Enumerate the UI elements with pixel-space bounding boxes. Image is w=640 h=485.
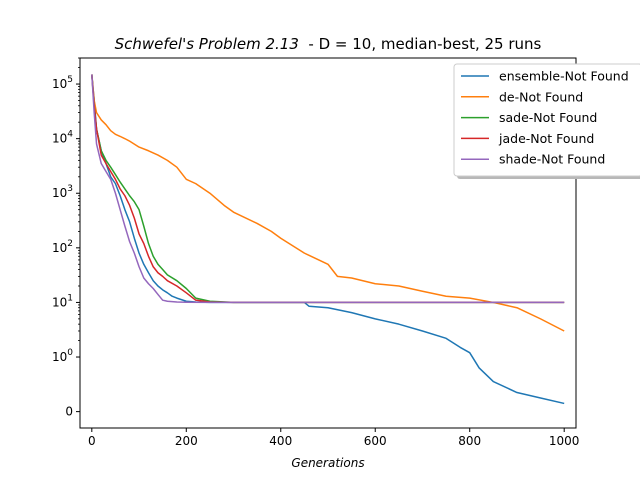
x-axis: 0 200 400 600 800 1000 — [88, 428, 579, 448]
chart-title: Schwefel's Problem 2.13 - D = 10, median… — [115, 35, 542, 53]
legend: ensemble-Not Found de-Not Found sade-Not F… — [453, 63, 640, 179]
legend-label-2: sade-Not Found — [499, 110, 597, 125]
axes-frame — [79, 57, 577, 429]
legend-label-3: jade-Not Found — [498, 131, 594, 146]
y-axis: 0 100 101 102 103 104 105 — [52, 57, 80, 419]
legend-label-0: ensemble-Not Found — [499, 69, 629, 84]
x-tick-label: 1000 — [549, 434, 580, 448]
legend-box — [453, 63, 640, 177]
legend-label-4: shade-Not Found — [499, 152, 605, 167]
y-tick-label: 103 — [52, 184, 73, 200]
y-tick-label: 104 — [52, 130, 73, 146]
chart-title-italic: Schwefel's Problem 2.13 — [115, 35, 299, 53]
chart-title-rest: - D = 10, median-best, 25 runs — [299, 35, 542, 53]
y-tick-label: 105 — [52, 75, 73, 91]
x-tick-label: 600 — [364, 434, 387, 448]
x-axis-label: Generations — [291, 456, 364, 470]
y-tick-label: 102 — [52, 239, 73, 255]
y-tick-label: 0 — [65, 405, 73, 419]
series-line-0 — [91, 74, 565, 405]
legend-label-1: de-Not Found — [499, 89, 583, 104]
series-line-4 — [91, 74, 565, 304]
x-tick-label: 800 — [458, 434, 481, 448]
x-tick-label: 400 — [269, 434, 292, 448]
x-tick-label: 0 — [88, 434, 96, 448]
plot-lines — [91, 74, 565, 405]
series-line-1 — [91, 74, 565, 332]
x-tick-label: 200 — [175, 434, 198, 448]
y-tick-label: 101 — [52, 293, 73, 309]
y-tick-label: 100 — [52, 348, 73, 364]
